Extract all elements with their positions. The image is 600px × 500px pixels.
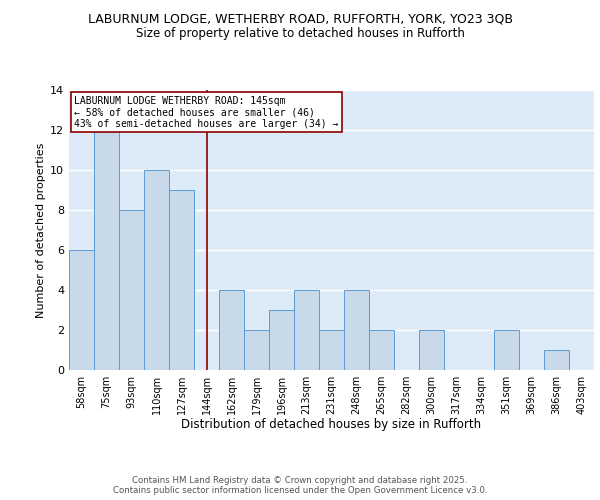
- Bar: [94, 130, 119, 370]
- Bar: [144, 170, 169, 370]
- Bar: [69, 250, 94, 370]
- Bar: [344, 290, 369, 370]
- Bar: [419, 330, 444, 370]
- Text: LABURNUM LODGE, WETHERBY ROAD, RUFFORTH, YORK, YO23 3QB: LABURNUM LODGE, WETHERBY ROAD, RUFFORTH,…: [88, 12, 512, 26]
- Text: Contains HM Land Registry data © Crown copyright and database right 2025.
Contai: Contains HM Land Registry data © Crown c…: [113, 476, 487, 495]
- Bar: [269, 310, 294, 370]
- Bar: [369, 330, 394, 370]
- Y-axis label: Number of detached properties: Number of detached properties: [36, 142, 46, 318]
- Bar: [544, 350, 569, 370]
- Bar: [119, 210, 144, 370]
- Bar: [244, 330, 269, 370]
- X-axis label: Distribution of detached houses by size in Rufforth: Distribution of detached houses by size …: [181, 418, 482, 432]
- Bar: [169, 190, 194, 370]
- Text: LABURNUM LODGE WETHERBY ROAD: 145sqm
← 58% of detached houses are smaller (46)
4: LABURNUM LODGE WETHERBY ROAD: 145sqm ← 5…: [74, 96, 338, 129]
- Bar: [294, 290, 319, 370]
- Text: Size of property relative to detached houses in Rufforth: Size of property relative to detached ho…: [136, 28, 464, 40]
- Bar: [319, 330, 344, 370]
- Bar: [494, 330, 519, 370]
- Bar: [219, 290, 244, 370]
